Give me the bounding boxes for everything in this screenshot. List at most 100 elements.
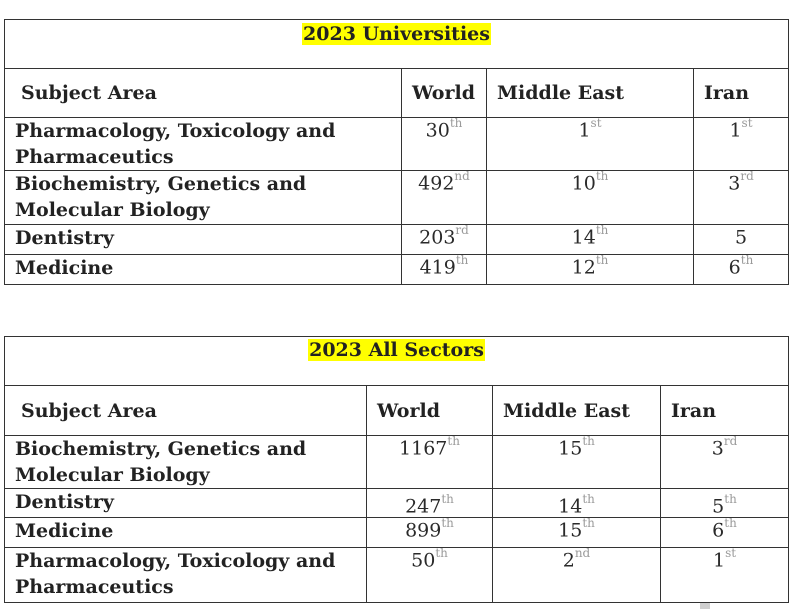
scroll-artifact xyxy=(700,603,710,609)
rank-value: 3 xyxy=(728,172,741,195)
rank-suffix: th xyxy=(595,169,609,183)
middle-east-rank-cell: 1st xyxy=(486,116,694,171)
rank-suffix: th xyxy=(435,546,448,560)
rank-value: 10 xyxy=(571,172,596,195)
rank-suffix: th xyxy=(582,516,595,530)
subject-cell: Biochemistry, Genetics and Molecular Bio… xyxy=(4,170,402,225)
rank-suffix: th xyxy=(582,434,595,448)
middle-east-rank-cell: 15th xyxy=(492,434,661,489)
rank-value: 1 xyxy=(712,549,726,572)
header-iran: Iran xyxy=(693,68,789,118)
rank-value: 247 xyxy=(405,495,442,517)
rank-value: 1 xyxy=(729,119,742,142)
iran-rank-cell: 3rd xyxy=(693,169,789,225)
rank-value: 14 xyxy=(571,226,596,249)
rank-value: 2 xyxy=(562,549,575,572)
middle-east-rank-cell: 2nd xyxy=(492,546,661,603)
iran-rank-cell: 6th xyxy=(659,516,790,548)
rank-value: 12 xyxy=(571,256,596,279)
rank-value: 492 xyxy=(418,172,455,195)
iran-rank-cell: 5th xyxy=(659,488,790,518)
rank-suffix: th xyxy=(582,491,595,506)
rank-value: 6 xyxy=(712,519,725,542)
subject-cell: Dentistry xyxy=(4,488,367,518)
rank-suffix: nd xyxy=(574,546,591,560)
table-row: Biochemistry, Genetics and Molecular Bio… xyxy=(4,169,789,225)
middle-east-rank-cell: 12th xyxy=(486,253,694,285)
universities-ranking-table: 2023 Universities Subject Area World Mid… xyxy=(4,19,789,285)
table-row: Biochemistry, Genetics and Molecular Bio… xyxy=(4,434,790,489)
table-row: Medicine 419th 12th 6th xyxy=(4,253,789,285)
table-title-row: 2023 Universities xyxy=(4,19,789,69)
header-world: World xyxy=(401,68,487,118)
rank-suffix: st xyxy=(725,546,737,560)
rank-suffix: th xyxy=(595,223,609,237)
rank-suffix: th xyxy=(595,253,609,267)
table-title-text: 2023 All Sectors xyxy=(308,339,485,361)
rank-value: 30 xyxy=(425,119,450,142)
rank-suffix: th xyxy=(441,516,454,530)
iran-rank-cell: 3rd xyxy=(659,434,790,489)
table-row: Pharmacology, Toxicology and Pharmaceuti… xyxy=(4,546,790,603)
table-title: 2023 Universities xyxy=(4,19,789,69)
table-title: 2023 All Sectors xyxy=(3,336,790,386)
middle-east-rank-cell: 15th xyxy=(492,516,661,548)
table-header-row: Subject Area World Middle East Iran xyxy=(4,68,789,118)
header-subject-area: Subject Area xyxy=(4,385,367,436)
world-rank-cell: 899th xyxy=(366,516,493,548)
subject-cell: Medicine xyxy=(4,254,402,285)
middle-east-rank-cell: 14th xyxy=(486,223,694,255)
world-rank-cell: 419th xyxy=(401,253,487,285)
rank-value: 899 xyxy=(405,519,442,542)
table-header-row: Subject Area World Middle East Iran xyxy=(4,385,790,436)
middle-east-rank-cell: 14th xyxy=(492,488,661,518)
rank-suffix: th xyxy=(740,253,754,267)
subject-cell: Medicine xyxy=(4,517,367,548)
rank-suffix: rd xyxy=(723,434,738,448)
table-title-row: 2023 All Sectors xyxy=(3,336,790,386)
rank-value: 5 xyxy=(712,495,725,517)
rank-value: 1167 xyxy=(399,437,448,460)
rank-suffix: nd xyxy=(454,169,470,183)
subject-cell: Pharmacology, Toxicology and Pharmaceuti… xyxy=(4,117,402,171)
table-title-text: 2023 Universities xyxy=(302,23,491,45)
header-subject-area: Subject Area xyxy=(4,68,402,118)
rank-value: 15 xyxy=(558,519,583,542)
world-rank-cell: 203rd xyxy=(401,223,487,255)
rank-suffix: th xyxy=(724,491,737,506)
iran-rank-cell: 5 xyxy=(693,224,789,255)
subject-cell: Biochemistry, Genetics and Molecular Bio… xyxy=(4,435,367,489)
rank-value: 15 xyxy=(558,437,583,460)
rank-suffix: rd xyxy=(740,169,754,183)
rank-suffix: th xyxy=(455,253,469,267)
table-row: Dentistry 247th 14th 5th xyxy=(4,488,790,518)
rank-suffix: th xyxy=(447,434,460,448)
rank-value: 1 xyxy=(578,119,591,142)
subject-cell: Pharmacology, Toxicology and Pharmaceuti… xyxy=(4,547,367,603)
table-row: Pharmacology, Toxicology and Pharmaceuti… xyxy=(4,116,789,171)
header-middle-east: Middle East xyxy=(486,68,694,118)
subject-cell: Dentistry xyxy=(4,224,402,255)
rank-suffix: th xyxy=(441,491,454,506)
rank-suffix: st xyxy=(590,116,602,130)
middle-east-rank-cell: 10th xyxy=(486,169,694,225)
rank-suffix: th xyxy=(449,116,463,130)
header-iran: Iran xyxy=(659,385,790,436)
header-world: World xyxy=(366,385,493,436)
rank-value: 5 xyxy=(734,226,748,249)
table-row: Medicine 899th 15th 6th xyxy=(4,516,790,548)
world-rank-cell: 1167th xyxy=(366,434,493,489)
rank-value: 3 xyxy=(711,437,724,460)
rank-suffix: th xyxy=(724,516,737,530)
table-row: Dentistry 203rd 14th 5 xyxy=(4,223,789,255)
all-sectors-ranking-table: 2023 All Sectors Subject Area World Midd… xyxy=(3,336,790,603)
iran-rank-cell: 1st xyxy=(659,546,790,603)
rank-value: 14 xyxy=(558,495,583,517)
rank-value: 419 xyxy=(419,256,456,279)
rank-value: 203 xyxy=(419,226,456,249)
world-rank-cell: 492nd xyxy=(401,169,487,225)
header-middle-east: Middle East xyxy=(492,385,661,436)
rank-suffix: rd xyxy=(455,223,469,237)
rank-value: 50 xyxy=(411,549,436,572)
iran-rank-cell: 1st xyxy=(693,116,789,171)
